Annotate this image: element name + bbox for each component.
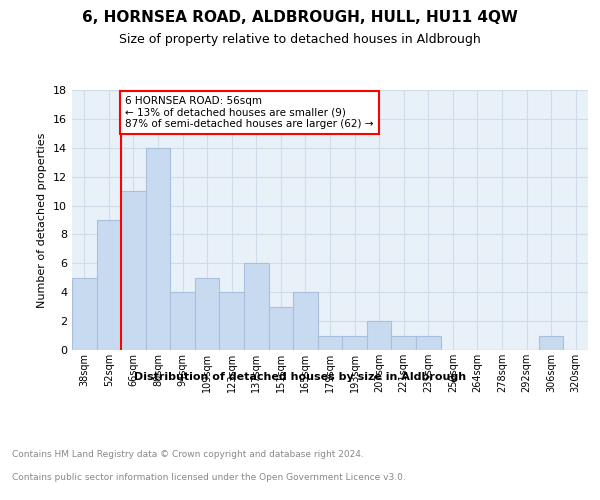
Text: Distribution of detached houses by size in Aldbrough: Distribution of detached houses by size … bbox=[134, 372, 466, 382]
Text: 6, HORNSEA ROAD, ALDBROUGH, HULL, HU11 4QW: 6, HORNSEA ROAD, ALDBROUGH, HULL, HU11 4… bbox=[82, 10, 518, 25]
Bar bbox=[269, 306, 293, 350]
Text: Size of property relative to detached houses in Aldbrough: Size of property relative to detached ho… bbox=[119, 32, 481, 46]
Bar bbox=[121, 191, 146, 350]
Bar bbox=[170, 292, 195, 350]
Text: 6 HORNSEA ROAD: 56sqm
← 13% of detached houses are smaller (9)
87% of semi-detac: 6 HORNSEA ROAD: 56sqm ← 13% of detached … bbox=[125, 96, 373, 129]
Bar bbox=[97, 220, 121, 350]
Bar bbox=[146, 148, 170, 350]
Bar bbox=[539, 336, 563, 350]
Bar bbox=[391, 336, 416, 350]
Bar bbox=[195, 278, 220, 350]
Bar bbox=[367, 321, 391, 350]
Text: Contains HM Land Registry data © Crown copyright and database right 2024.: Contains HM Land Registry data © Crown c… bbox=[12, 450, 364, 459]
Bar bbox=[220, 292, 244, 350]
Text: Contains public sector information licensed under the Open Government Licence v3: Contains public sector information licen… bbox=[12, 472, 406, 482]
Bar bbox=[72, 278, 97, 350]
Bar bbox=[342, 336, 367, 350]
Y-axis label: Number of detached properties: Number of detached properties bbox=[37, 132, 47, 308]
Bar bbox=[293, 292, 318, 350]
Bar bbox=[244, 264, 269, 350]
Bar bbox=[416, 336, 440, 350]
Bar bbox=[318, 336, 342, 350]
